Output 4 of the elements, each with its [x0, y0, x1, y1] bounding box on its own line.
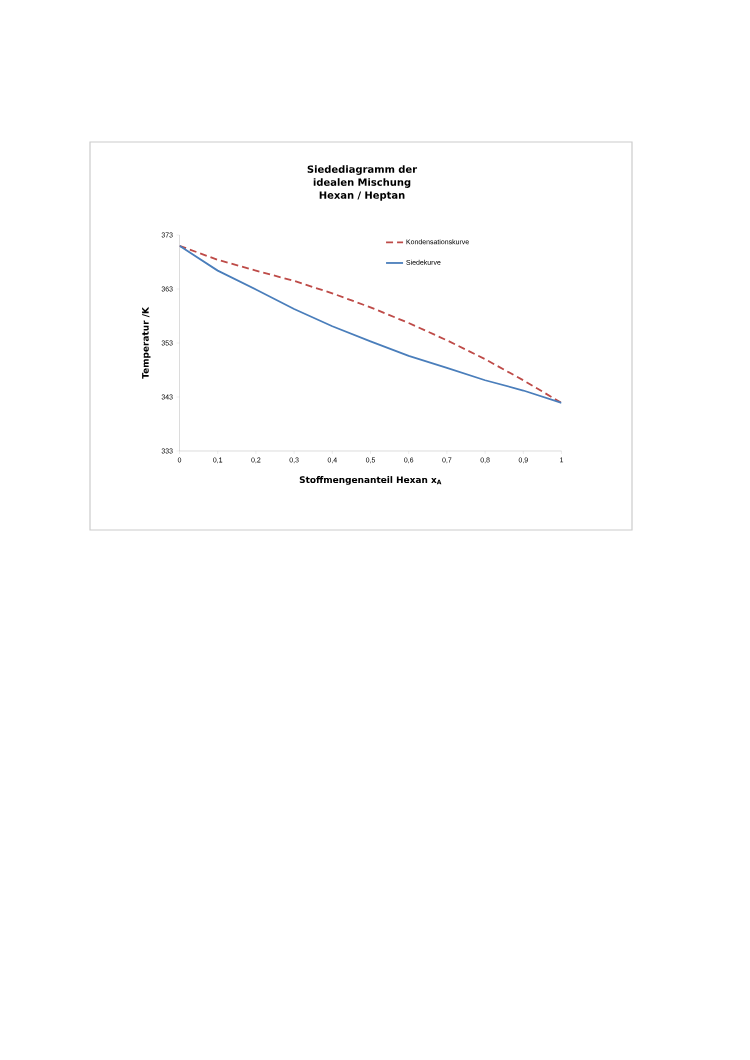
- x-axis-title: Stoffmengenanteil Hexan x$_{A}$: [299, 476, 442, 485]
- y-axis-title: Temperatur /K: [142, 306, 151, 379]
- chart-title: Siedediagramm der idealen Mischung Hexan / Heptan: [307, 165, 418, 201]
- line-series: [179, 244, 562, 404]
